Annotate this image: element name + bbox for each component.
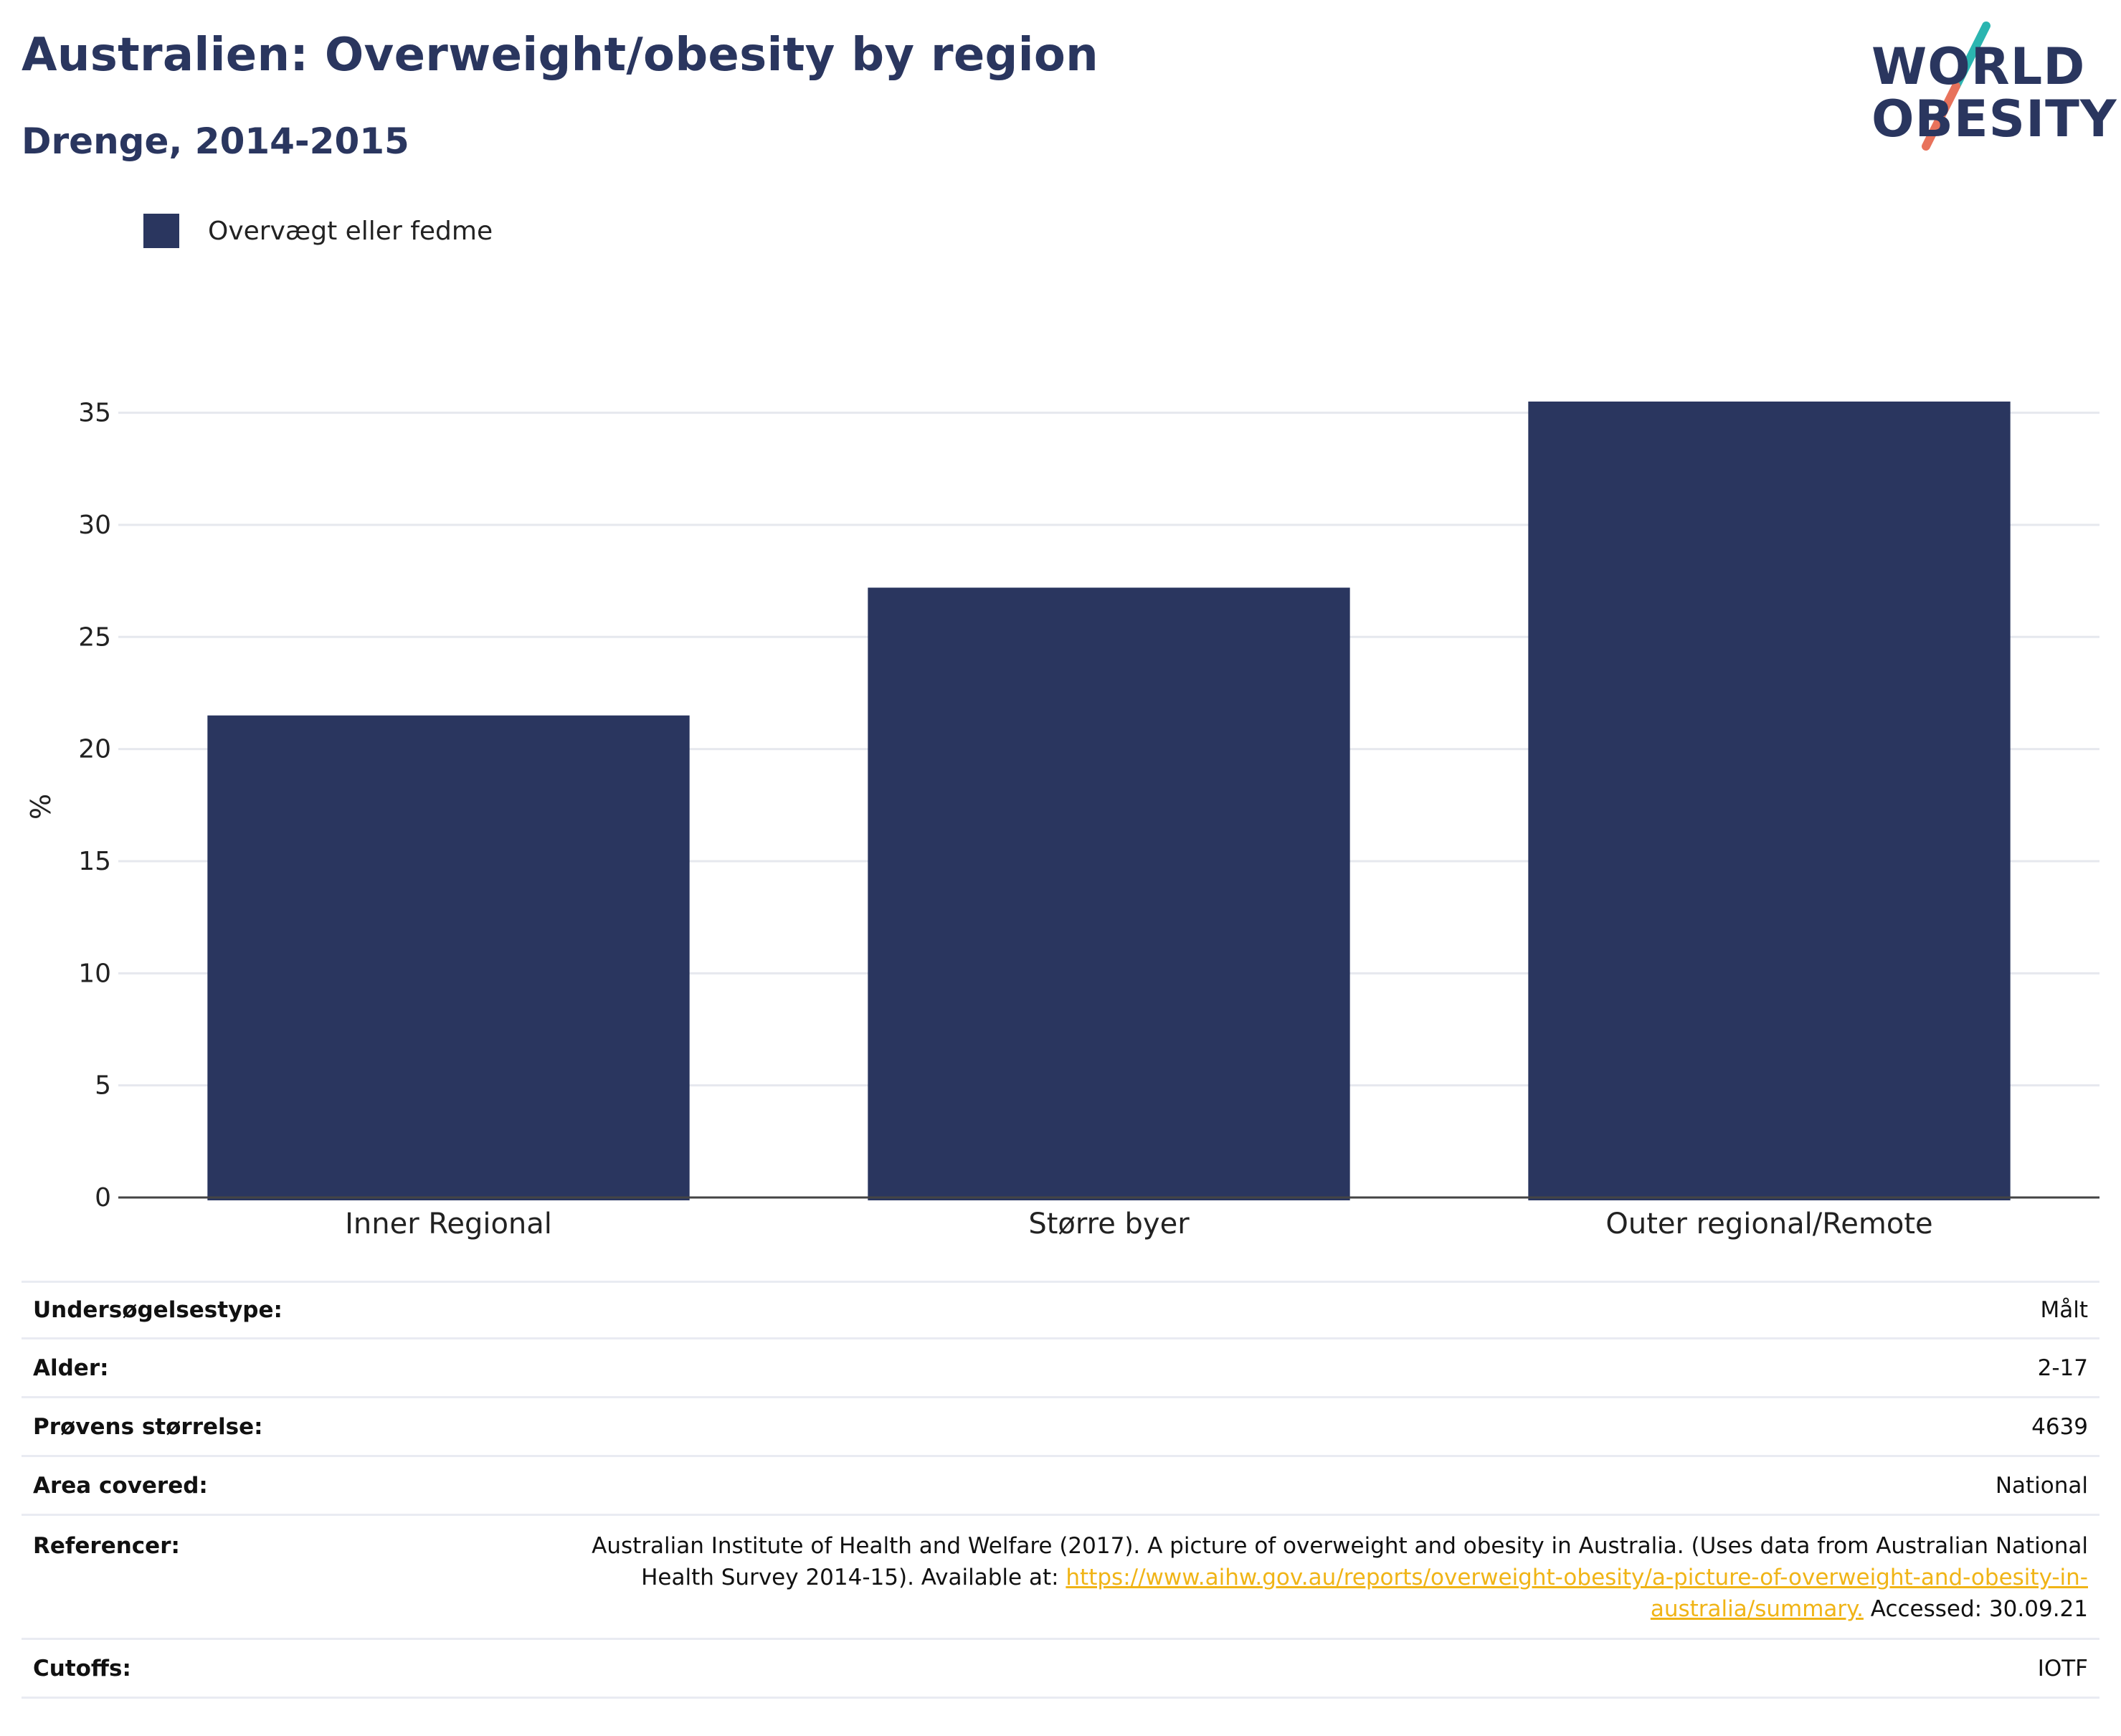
y-tick-label: 0 [95, 1183, 111, 1213]
legend-swatch [143, 214, 179, 248]
y-tick-label: 20 [78, 735, 111, 764]
cutoffs-value: IOTF [2037, 1655, 2088, 1682]
cutoffs-label: Cutoffs: [33, 1655, 131, 1682]
y-tick-label: 25 [78, 622, 111, 652]
references-value: Australian Institute of Health and Welfa… [546, 1516, 2088, 1625]
world-obesity-logo: WORLD OBESITY [1871, 20, 2117, 153]
logo-word-world: WORLD [1871, 37, 2086, 96]
bar[interactable] [868, 587, 1350, 1200]
logo-word-obesity: OBESITY [1871, 90, 2117, 148]
chart-legend[interactable]: Overvægt eller fedme [143, 214, 493, 248]
bar-chart: 0 5 10 15 20 25 30 35% Inner Regional Større byer… [25, 399, 2099, 1241]
logo-slash-icon [1922, 22, 1990, 151]
details-label: Prøvens størrelse: [33, 1413, 263, 1440]
legend-label: Overvægt eller fedme [208, 216, 493, 246]
details-value: Målt [2040, 1297, 2088, 1323]
x-tick-label: Outer regional/Remote [1605, 1208, 1932, 1241]
details-value: 4639 [2031, 1413, 2088, 1440]
references-accessed: Accessed: 30.09.21 [1863, 1596, 2088, 1622]
bar[interactable] [207, 715, 690, 1200]
details-row: Alder: 2-17 [22, 1339, 2099, 1398]
x-tick-label: Inner Regional [345, 1208, 552, 1241]
details-row-references: Referencer: Australian Institute of Heal… [22, 1516, 2099, 1640]
references-text: Australian Institute of Health and Welfa… [592, 1533, 2088, 1590]
details-value: 2-17 [2037, 1355, 2088, 1381]
details-label: Undersøgelsestype: [33, 1297, 283, 1323]
details-table: Undersøgelsestype: Målt Alder: 2-17 Prøvens … [22, 1281, 2099, 1699]
references-link[interactable]: https://www.aihw.gov.au/reports/overweig… [1066, 1565, 2088, 1622]
details-row: Area covered: National [22, 1457, 2099, 1516]
details-row-cutoffs: Cutoffs: IOTF [22, 1640, 2099, 1699]
page-subtitle: Drenge, 2014-2015 [22, 120, 409, 162]
y-tick-label: 15 [78, 847, 111, 876]
details-label: Area covered: [33, 1472, 208, 1499]
details-label: Alder: [33, 1355, 109, 1381]
details-row: Prøvens størrelse: 4639 [22, 1398, 2099, 1457]
references-label: Referencer: [33, 1533, 180, 1559]
x-tick-label: Større byer [1028, 1208, 1190, 1241]
bar[interactable] [1528, 402, 2011, 1200]
y-tick-label: 35 [78, 399, 111, 428]
y-tick-label: 30 [78, 511, 111, 540]
y-axis-label: % [25, 794, 57, 820]
y-tick-label: 10 [78, 959, 111, 988]
details-value: National [1995, 1472, 2088, 1499]
page-title: Australien: Overweight/obesity by region [22, 29, 1099, 82]
details-row: Undersøgelsestype: Målt [22, 1281, 2099, 1339]
y-tick-label: 5 [95, 1071, 111, 1101]
